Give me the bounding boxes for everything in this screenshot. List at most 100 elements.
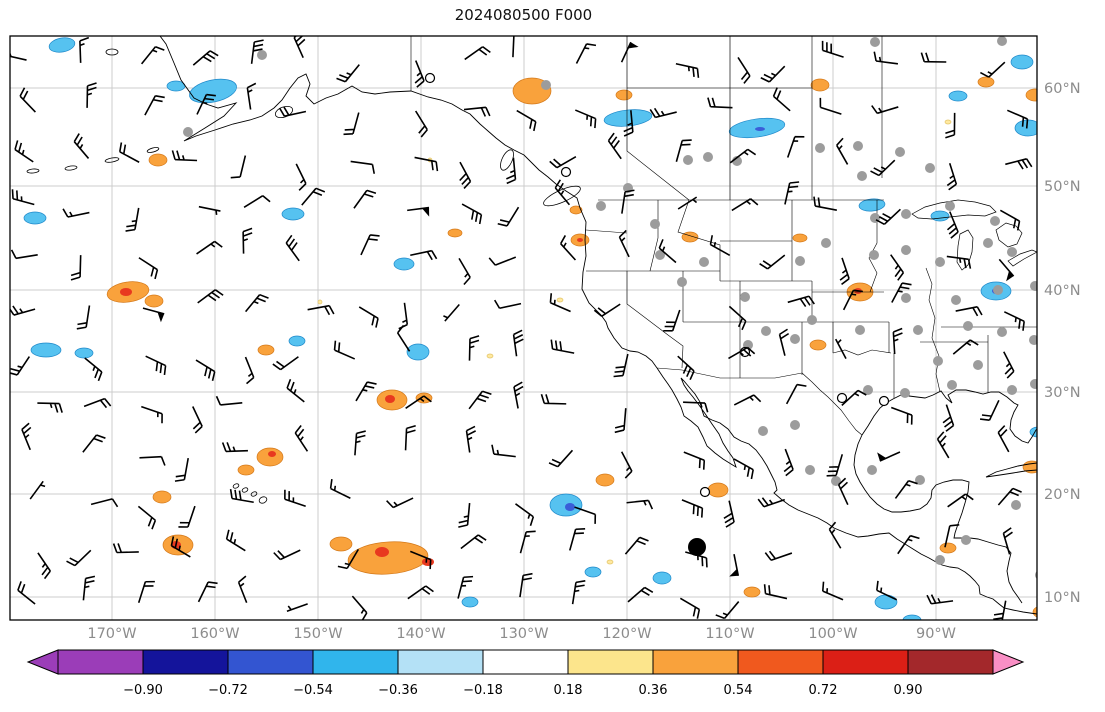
wind-barb <box>19 87 36 113</box>
station-dot-gray <box>867 465 877 475</box>
wind-barb <box>875 208 901 226</box>
wind-barb <box>138 257 159 280</box>
wind-barb <box>353 189 377 209</box>
lon-tick-label: 100°W <box>808 626 857 642</box>
negative-anomaly-blob <box>189 78 237 104</box>
positive-anomaly-blob <box>977 76 995 88</box>
wind-barb <box>677 355 695 381</box>
wind-barb <box>250 39 264 64</box>
station-dot-gray <box>183 127 193 137</box>
station-dot-gray <box>901 245 911 255</box>
station-dot-gray <box>973 360 983 370</box>
colorbar-cell <box>567 649 654 675</box>
positive-anomaly-blob <box>681 231 699 243</box>
wind-barb <box>142 307 165 315</box>
station-dot-gray <box>935 555 945 565</box>
wind-barb <box>663 309 681 332</box>
positive-anomaly-core <box>385 395 395 403</box>
wind-barb-flag <box>10 51 12 57</box>
wind-barb <box>410 249 438 261</box>
wind-barb <box>197 581 218 603</box>
lat-tick-label: 10°N <box>1044 590 1081 606</box>
station-dot-gray <box>1030 281 1037 291</box>
station-dot-gray <box>1029 335 1037 345</box>
colorbar-tick-label: −0.54 <box>293 683 333 698</box>
weak-positive-speck <box>606 559 614 565</box>
station-dot-gray <box>761 326 771 336</box>
wind-barb <box>873 51 899 65</box>
station-dot-gray <box>990 216 1000 226</box>
wind-barb <box>358 306 379 328</box>
colorbar-cell <box>737 649 824 675</box>
wind-barb <box>230 155 247 179</box>
wind-barb <box>841 389 867 406</box>
positive-anomaly-blob <box>810 78 830 92</box>
wind-barb <box>677 196 698 210</box>
wind-barb <box>871 105 899 115</box>
colorbar-cell <box>397 649 484 675</box>
wind-barb <box>593 303 621 317</box>
wind-barb <box>488 256 517 266</box>
station-dot-gray <box>997 36 1007 46</box>
wind-barb <box>891 282 912 303</box>
station-dot-gray <box>933 356 943 366</box>
colorbar-cell <box>482 649 569 675</box>
lon-tick-label: 160°W <box>190 626 239 642</box>
wind-barb <box>355 381 377 402</box>
wind-barb <box>66 549 92 567</box>
political-border-path <box>626 271 684 369</box>
station-dot-gray <box>740 292 750 302</box>
wind-barb <box>170 536 191 558</box>
island-outline <box>105 48 119 56</box>
wind-barb <box>709 235 731 256</box>
anomaly-blobs-layer <box>23 37 1037 620</box>
wind-barb <box>737 56 751 84</box>
wind-barb <box>813 196 837 211</box>
wind-barb <box>343 112 360 136</box>
station-dot-gray <box>863 385 873 395</box>
wind-barb <box>244 293 269 313</box>
wind-barb-flag <box>422 207 430 217</box>
positive-anomaly-core <box>268 451 276 457</box>
wind-barb <box>414 156 439 172</box>
colorbar-cell <box>652 649 739 675</box>
station-dot-gray <box>1007 385 1017 395</box>
wind-barb <box>144 95 165 116</box>
wind-barb <box>443 304 460 322</box>
coastline-path <box>159 36 658 369</box>
wind-barb <box>952 339 979 355</box>
station-dot-gray <box>1011 500 1021 510</box>
negative-anomaly-blob <box>48 37 76 53</box>
positive-anomaly-blob <box>347 541 429 575</box>
wind-barb <box>926 594 954 605</box>
wind-barb <box>244 356 255 385</box>
wind-barb <box>11 189 35 206</box>
negative-anomaly-blob <box>874 594 898 610</box>
station-dot-gray <box>1007 247 1017 257</box>
wind-barb <box>764 550 793 561</box>
wind-barb <box>286 603 308 613</box>
wind-barb <box>215 395 243 406</box>
wind-barb <box>784 181 800 205</box>
wind-barb <box>892 327 903 355</box>
positive-anomaly-blob <box>415 392 433 404</box>
weak-positive-speck <box>556 297 564 303</box>
station-dot-gray <box>915 475 925 485</box>
wind-barb <box>243 195 271 208</box>
station-dot-open <box>878 395 890 407</box>
wind-barb <box>675 139 692 162</box>
wind-barb <box>783 448 794 477</box>
wind-barb <box>897 534 920 555</box>
wind-barb <box>409 550 432 570</box>
wind-barb <box>192 50 219 66</box>
wind-barb <box>513 381 524 409</box>
wind-barb <box>70 255 82 281</box>
wind-barb <box>757 497 786 508</box>
wind-barb <box>458 257 471 286</box>
station-dot-gray <box>900 388 910 398</box>
colorbar-cell <box>312 649 399 675</box>
wind-barb <box>246 82 257 110</box>
station-dot-gray <box>901 293 911 303</box>
wind-barb <box>336 64 360 83</box>
wind-barb <box>354 430 366 456</box>
